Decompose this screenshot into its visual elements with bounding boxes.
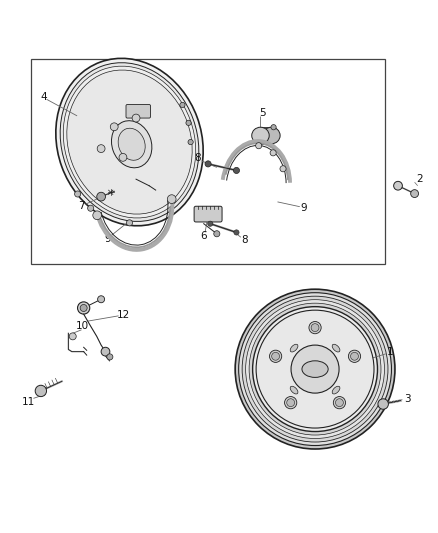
Ellipse shape bbox=[252, 127, 269, 144]
Circle shape bbox=[285, 397, 297, 409]
Ellipse shape bbox=[63, 66, 196, 218]
Ellipse shape bbox=[302, 361, 328, 377]
Circle shape bbox=[256, 310, 374, 428]
Circle shape bbox=[256, 143, 262, 149]
Text: 9: 9 bbox=[104, 235, 111, 245]
Ellipse shape bbox=[188, 140, 193, 144]
Ellipse shape bbox=[111, 120, 152, 168]
Circle shape bbox=[378, 399, 389, 409]
Circle shape bbox=[280, 166, 286, 172]
Bar bbox=[31, 59, 385, 264]
Circle shape bbox=[78, 302, 90, 314]
Ellipse shape bbox=[88, 205, 94, 211]
Circle shape bbox=[411, 190, 419, 198]
Circle shape bbox=[336, 399, 343, 407]
Text: 12: 12 bbox=[117, 310, 131, 319]
Ellipse shape bbox=[332, 386, 340, 394]
Ellipse shape bbox=[67, 70, 192, 214]
Ellipse shape bbox=[180, 102, 185, 108]
Circle shape bbox=[214, 231, 220, 237]
Circle shape bbox=[291, 345, 339, 393]
Circle shape bbox=[235, 289, 395, 449]
Circle shape bbox=[271, 125, 276, 130]
Circle shape bbox=[253, 306, 378, 432]
Ellipse shape bbox=[127, 220, 133, 226]
Ellipse shape bbox=[118, 128, 145, 160]
Text: 3: 3 bbox=[404, 394, 411, 404]
Circle shape bbox=[69, 333, 76, 340]
Circle shape bbox=[119, 154, 127, 161]
Circle shape bbox=[350, 352, 358, 360]
Circle shape bbox=[246, 300, 385, 439]
Text: 11: 11 bbox=[21, 397, 35, 407]
Text: 10: 10 bbox=[76, 321, 89, 332]
Ellipse shape bbox=[332, 344, 340, 352]
Circle shape bbox=[110, 123, 118, 131]
Circle shape bbox=[239, 293, 392, 446]
Circle shape bbox=[97, 192, 106, 201]
Circle shape bbox=[333, 397, 346, 409]
Text: 1: 1 bbox=[387, 346, 393, 357]
Ellipse shape bbox=[60, 63, 199, 221]
Circle shape bbox=[167, 195, 176, 204]
Circle shape bbox=[249, 303, 381, 435]
Circle shape bbox=[93, 211, 102, 220]
Ellipse shape bbox=[290, 344, 298, 352]
Circle shape bbox=[287, 399, 295, 407]
Circle shape bbox=[269, 350, 282, 362]
Circle shape bbox=[309, 321, 321, 334]
Ellipse shape bbox=[74, 191, 81, 197]
Circle shape bbox=[208, 221, 213, 227]
Circle shape bbox=[101, 348, 110, 356]
Circle shape bbox=[97, 144, 105, 152]
Circle shape bbox=[80, 304, 87, 311]
Text: 6: 6 bbox=[200, 231, 207, 241]
Text: 8: 8 bbox=[241, 235, 247, 245]
Ellipse shape bbox=[290, 386, 298, 394]
Text: 7: 7 bbox=[78, 201, 85, 211]
Text: 8: 8 bbox=[194, 153, 201, 163]
Ellipse shape bbox=[263, 127, 280, 144]
Circle shape bbox=[132, 114, 140, 122]
Circle shape bbox=[205, 161, 211, 167]
Circle shape bbox=[270, 150, 276, 156]
Circle shape bbox=[233, 167, 240, 174]
Circle shape bbox=[272, 352, 279, 360]
Ellipse shape bbox=[56, 58, 203, 226]
Text: 4: 4 bbox=[40, 92, 47, 102]
FancyBboxPatch shape bbox=[194, 206, 222, 222]
Text: 9: 9 bbox=[301, 204, 307, 213]
Circle shape bbox=[35, 385, 46, 397]
Circle shape bbox=[242, 296, 388, 442]
Circle shape bbox=[311, 324, 319, 332]
FancyBboxPatch shape bbox=[126, 104, 150, 118]
Ellipse shape bbox=[186, 120, 191, 125]
Circle shape bbox=[234, 230, 239, 235]
Text: 2: 2 bbox=[417, 174, 423, 184]
Circle shape bbox=[107, 354, 113, 360]
Text: 5: 5 bbox=[259, 108, 266, 118]
Circle shape bbox=[348, 350, 360, 362]
Circle shape bbox=[98, 296, 105, 303]
Circle shape bbox=[394, 181, 403, 190]
